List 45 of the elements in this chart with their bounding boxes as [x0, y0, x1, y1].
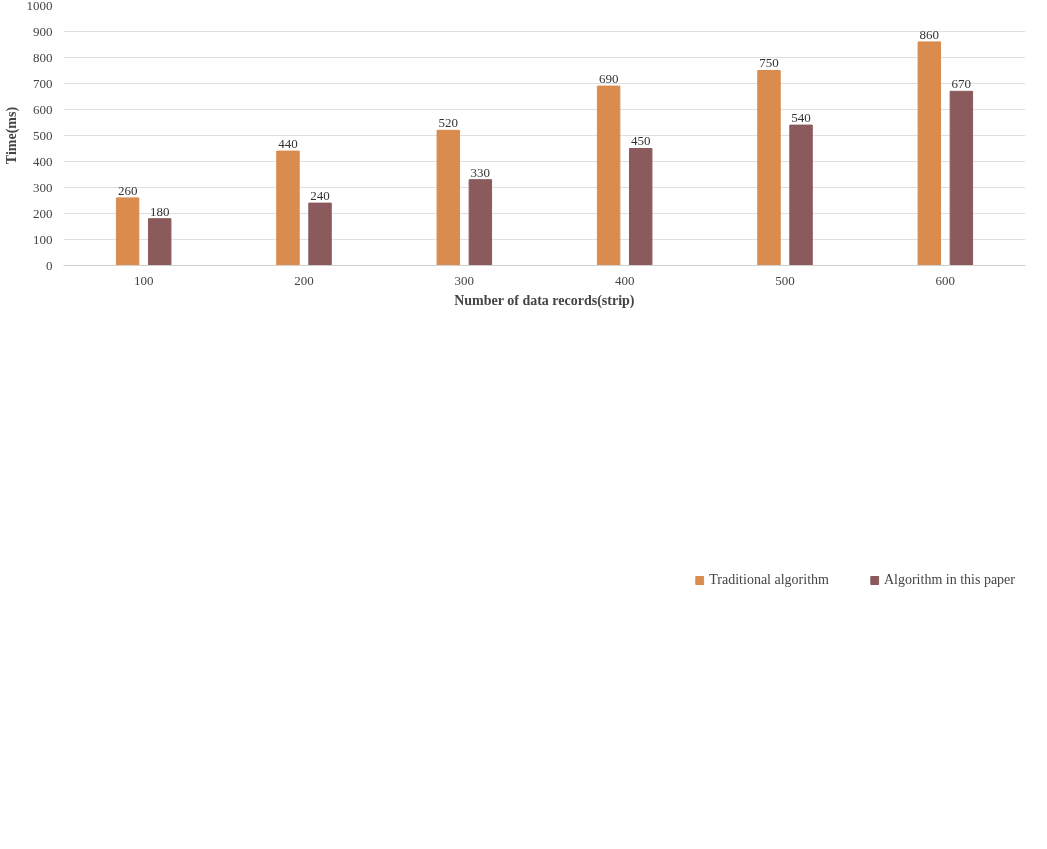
x-tick-label: 600	[935, 272, 956, 288]
bar	[949, 90, 974, 266]
data-label: 860	[919, 26, 940, 42]
x-tick-label: 200	[294, 272, 314, 288]
x-tick-label: 300	[454, 272, 475, 288]
bar	[917, 41, 942, 266]
y-tick-label: 400	[33, 153, 53, 169]
data-label: 750	[759, 55, 779, 71]
data-label: 670	[951, 76, 972, 92]
legend-label: Algorithm in this paper	[883, 572, 1015, 588]
y-tick-label: 200	[33, 205, 53, 221]
data-label: 540	[791, 109, 811, 125]
y-tick-label: 0	[46, 257, 53, 273]
data-label: 450	[630, 133, 651, 149]
data-label: 690	[598, 70, 619, 86]
data-label: 440	[278, 135, 298, 151]
y-tick-label: 800	[33, 49, 53, 65]
y-tick-label: 500	[33, 127, 53, 143]
data-label: 330	[470, 164, 491, 180]
legend-label: Traditional algorithm	[709, 572, 829, 588]
data-label: 260	[117, 182, 138, 198]
data-label: 520	[438, 115, 459, 131]
x-tick-label: 500	[775, 272, 795, 288]
bar	[468, 179, 493, 266]
bar	[628, 148, 653, 266]
data-label: 180	[149, 203, 170, 219]
y-axis-title: Time(ms)	[3, 106, 20, 165]
bar	[308, 202, 332, 266]
bar	[276, 150, 300, 266]
y-tick-label: 700	[33, 75, 53, 91]
y-tick-label: 600	[33, 101, 53, 117]
bar	[147, 218, 172, 266]
y-tick-label: 900	[33, 23, 53, 39]
data-label: 240	[310, 187, 330, 203]
x-axis-title: Number of data records(strip)	[454, 292, 635, 309]
bar	[115, 197, 140, 266]
bar	[436, 129, 461, 266]
y-tick-label: 100	[33, 231, 53, 247]
bar	[789, 124, 813, 266]
x-tick-label: 100	[133, 272, 154, 288]
y-tick-label: 1000	[26, 0, 53, 13]
y-tick-label: 300	[33, 179, 53, 195]
bar	[596, 85, 621, 266]
bar	[757, 70, 781, 266]
x-tick-label: 400	[614, 272, 635, 288]
